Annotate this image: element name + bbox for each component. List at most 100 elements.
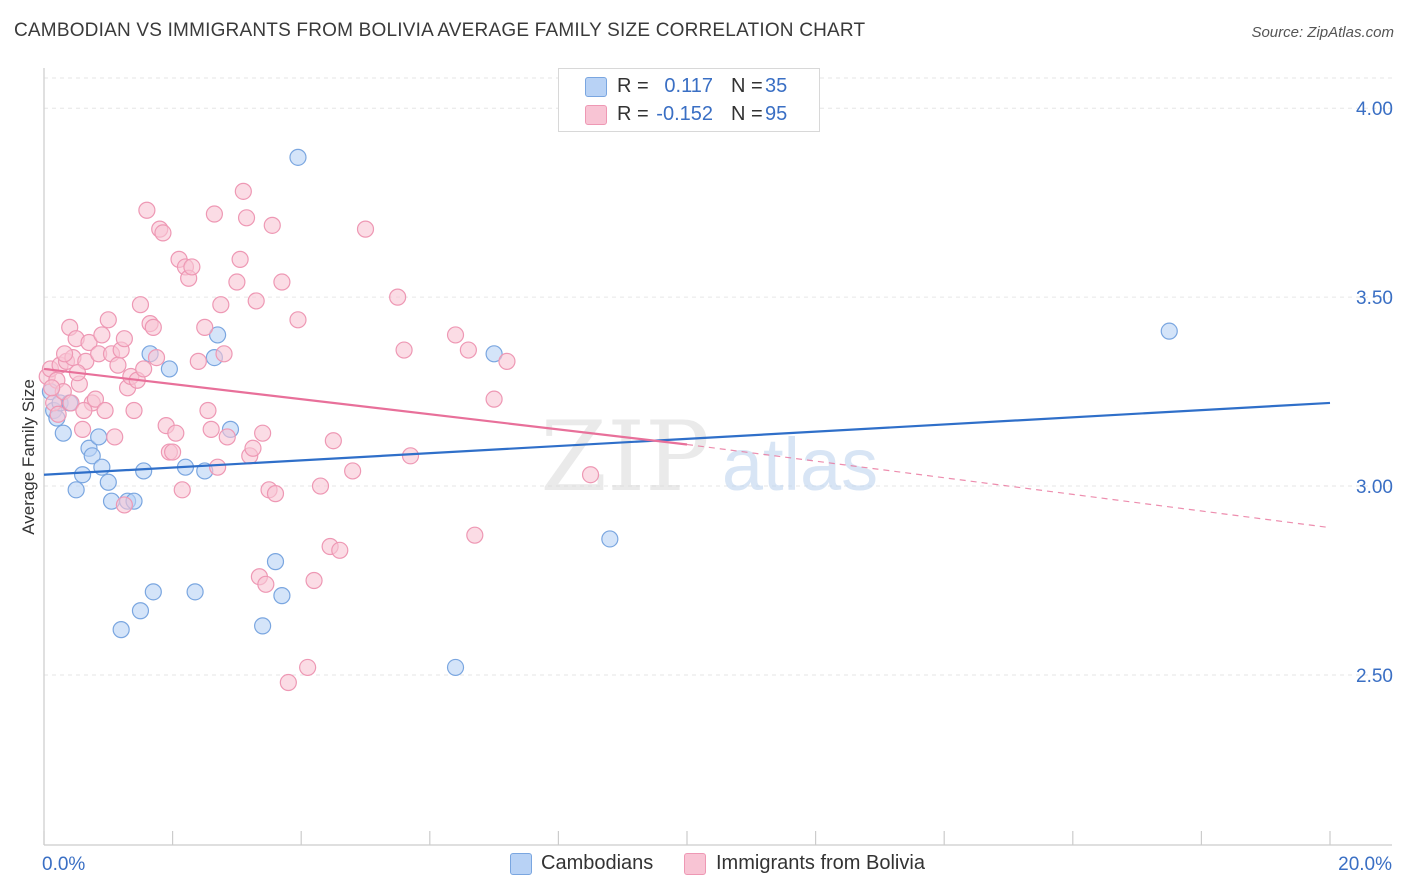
- data-point: [73, 420, 92, 438]
- r-value: 0.117: [664, 75, 713, 97]
- legend-swatch-bolivia: [585, 105, 607, 125]
- data-point: [273, 587, 291, 605]
- data-point: [96, 401, 114, 420]
- data-point: [485, 390, 503, 408]
- data-point: [125, 401, 143, 420]
- grid-layer: [44, 77, 1392, 676]
- correlation-legend: R = 0.117 N = 35 R = -0.152 N = 95: [558, 68, 820, 132]
- data-point: [324, 432, 342, 450]
- data-point: [498, 352, 516, 370]
- data-point: [144, 583, 162, 601]
- data-point: [466, 526, 484, 544]
- n-value: 95: [765, 103, 788, 125]
- data-point: [266, 553, 285, 571]
- y-tick-label: 3.00: [1356, 477, 1393, 498]
- data-point: [144, 318, 162, 336]
- data-point: [189, 352, 207, 370]
- data-point: [93, 326, 111, 344]
- data-point: [289, 148, 307, 166]
- data-point: [55, 345, 74, 363]
- data-point: [199, 401, 217, 420]
- data-point: [75, 401, 93, 420]
- legend-swatch-cambodians: [510, 853, 532, 875]
- data-point: [186, 583, 204, 601]
- data-point: [73, 466, 92, 484]
- legend-swatch-cambodians: [585, 77, 607, 97]
- data-point: [67, 481, 85, 499]
- data-point: [601, 530, 619, 548]
- chart-title: CAMBODIAN VS IMMIGRANTS FROM BOLIVIA AVE…: [14, 20, 866, 41]
- data-point: [99, 473, 117, 491]
- data-point: [160, 360, 178, 378]
- series-legend: Cambodians Immigrants from Bolivia: [0, 850, 1406, 880]
- data-point: [356, 220, 375, 238]
- data-point: [244, 439, 262, 457]
- data-point: [218, 428, 236, 446]
- data-point: [115, 330, 133, 348]
- data-point: [311, 477, 330, 495]
- data-point: [147, 348, 166, 367]
- data-point: [43, 379, 61, 397]
- data-point: [86, 390, 105, 408]
- data-point: [389, 288, 407, 306]
- data-point: [112, 621, 130, 639]
- data-point: [485, 345, 503, 363]
- legend-row-bolivia: R = -0.152 N = 95: [559, 101, 819, 129]
- data-point: [154, 224, 172, 242]
- data-point: [215, 345, 233, 363]
- axes-layer: 2.50 3.00 3.50 4.00 0.0% 20.0%: [42, 68, 1393, 875]
- data-point: [202, 420, 220, 438]
- n-label: N =: [731, 75, 763, 97]
- data-point: [212, 296, 230, 314]
- y-tick-label: 4.00: [1356, 99, 1393, 120]
- data-point: [299, 658, 317, 677]
- legend-label-bolivia: Immigrants from Bolivia: [716, 852, 925, 874]
- r-label: R =: [617, 103, 649, 125]
- x-tick-label: 20.0%: [1338, 854, 1392, 875]
- data-point: [99, 311, 117, 329]
- trend-line-extension: [686, 443, 1331, 529]
- data-point: [395, 341, 413, 359]
- data-point: [279, 673, 297, 692]
- data-point: [62, 394, 80, 412]
- y-axis-label: Average Family Size: [19, 379, 38, 535]
- data-point: [257, 575, 275, 593]
- source-label: Source: ZipAtlas.com: [1251, 24, 1394, 41]
- data-point: [54, 424, 72, 442]
- r-label: R =: [617, 75, 649, 97]
- data-point: [446, 658, 465, 677]
- data-point: [131, 602, 150, 620]
- data-point: [344, 462, 362, 480]
- data-point: [205, 205, 223, 223]
- data-point: [228, 273, 246, 291]
- data-point: [106, 428, 124, 446]
- n-value: 35: [765, 75, 788, 97]
- data-point: [80, 333, 98, 352]
- data-point: [446, 326, 465, 344]
- data-point: [135, 360, 153, 378]
- data-point: [115, 496, 133, 514]
- data-point: [49, 405, 67, 423]
- data-point: [247, 292, 265, 310]
- data-point: [131, 296, 150, 314]
- x-tick-label: 0.0%: [42, 854, 85, 875]
- n-label: N =: [731, 103, 763, 125]
- trend-layer: [43, 367, 1331, 529]
- watermark: ZIP atlas: [540, 401, 878, 513]
- data-point: [459, 341, 477, 359]
- watermark-atlas: atlas: [722, 423, 878, 506]
- data-point: [266, 485, 285, 503]
- data-point: [164, 443, 182, 461]
- legend-row-cambodians: R = 0.117 N = 35: [559, 73, 819, 101]
- data-point: [263, 216, 281, 234]
- legend-label-cambodians: Cambodians: [541, 852, 654, 874]
- legend-swatch-bolivia: [684, 853, 706, 875]
- data-point: [237, 209, 256, 227]
- data-point: [167, 424, 185, 442]
- data-point: [254, 424, 272, 442]
- points-layer: [38, 148, 1178, 692]
- data-point: [273, 273, 291, 291]
- data-point: [331, 541, 349, 559]
- data-point: [109, 356, 127, 374]
